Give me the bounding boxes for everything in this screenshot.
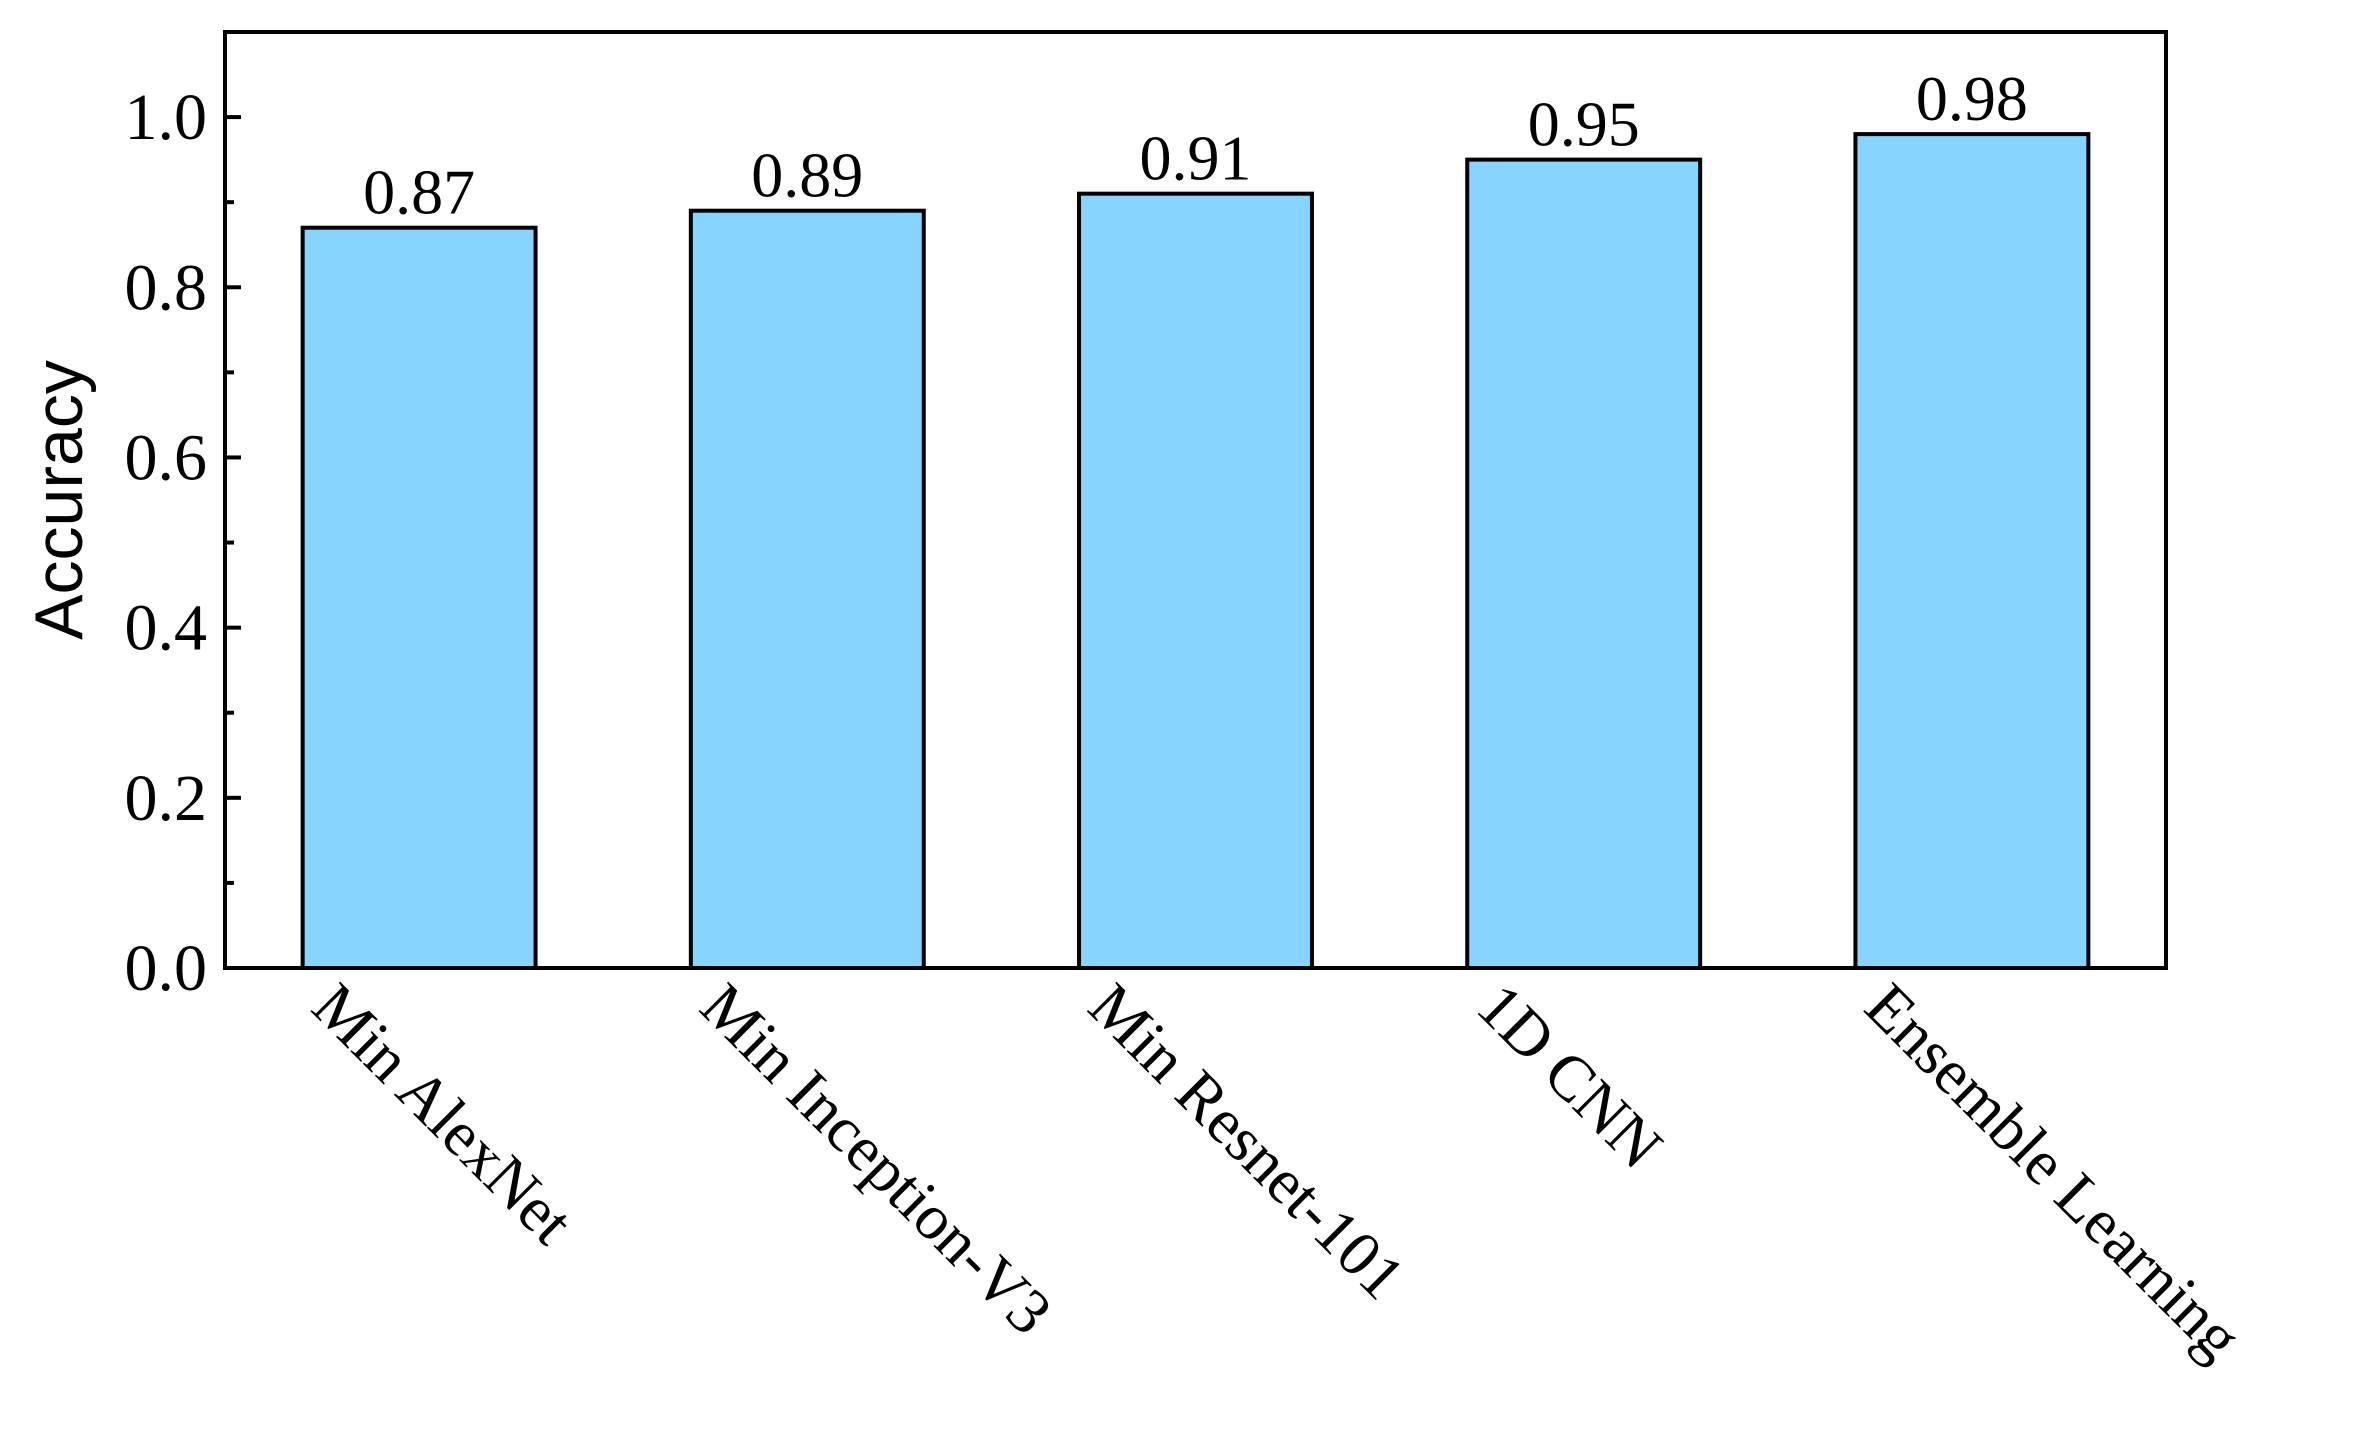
y-axis-title: Accuracy bbox=[21, 360, 97, 640]
bars-group bbox=[300, 132, 2091, 971]
x-category-label: Min AlexNet bbox=[299, 970, 587, 1258]
bar bbox=[1465, 157, 1703, 971]
y-tick-label: 0.4 bbox=[125, 592, 208, 665]
y-axis-ticks bbox=[225, 30, 241, 970]
y-tick-label: 0.0 bbox=[125, 932, 208, 1005]
bar bbox=[688, 208, 926, 970]
y-axis-tick-labels: 0.0 0.2 0.4 0.6 0.8 1.0 bbox=[125, 81, 208, 1005]
data-labels-group: 0.87 0.89 0.91 0.95 0.98 bbox=[363, 63, 2028, 228]
y-tick-label: 0.2 bbox=[125, 762, 208, 835]
x-category-label: Min Inception-V3 bbox=[687, 970, 1065, 1348]
x-axis-category-labels: Min AlexNet Min Inception-V3 Min Resnet-10… bbox=[299, 970, 2255, 1373]
bar-data-label: 0.87 bbox=[363, 157, 475, 228]
x-category-label: Ensemble Learning bbox=[1852, 970, 2255, 1373]
bar bbox=[1853, 132, 2091, 971]
y-tick-label: 0.8 bbox=[125, 251, 208, 324]
x-category-label: 1D CNN bbox=[1464, 970, 1676, 1182]
bar-data-label: 0.91 bbox=[1140, 123, 1252, 194]
bar-data-label: 0.95 bbox=[1528, 89, 1640, 160]
plot-frame bbox=[223, 30, 2168, 970]
y-tick-label: 0.6 bbox=[125, 421, 208, 494]
bar-data-label: 0.89 bbox=[751, 140, 863, 211]
y-tick-label: 1.0 bbox=[125, 81, 208, 154]
bar-data-label: 0.98 bbox=[1916, 63, 2028, 134]
bar bbox=[300, 225, 538, 970]
x-category-label: Min Resnet-101 bbox=[1076, 970, 1419, 1313]
bar bbox=[1077, 191, 1314, 970]
